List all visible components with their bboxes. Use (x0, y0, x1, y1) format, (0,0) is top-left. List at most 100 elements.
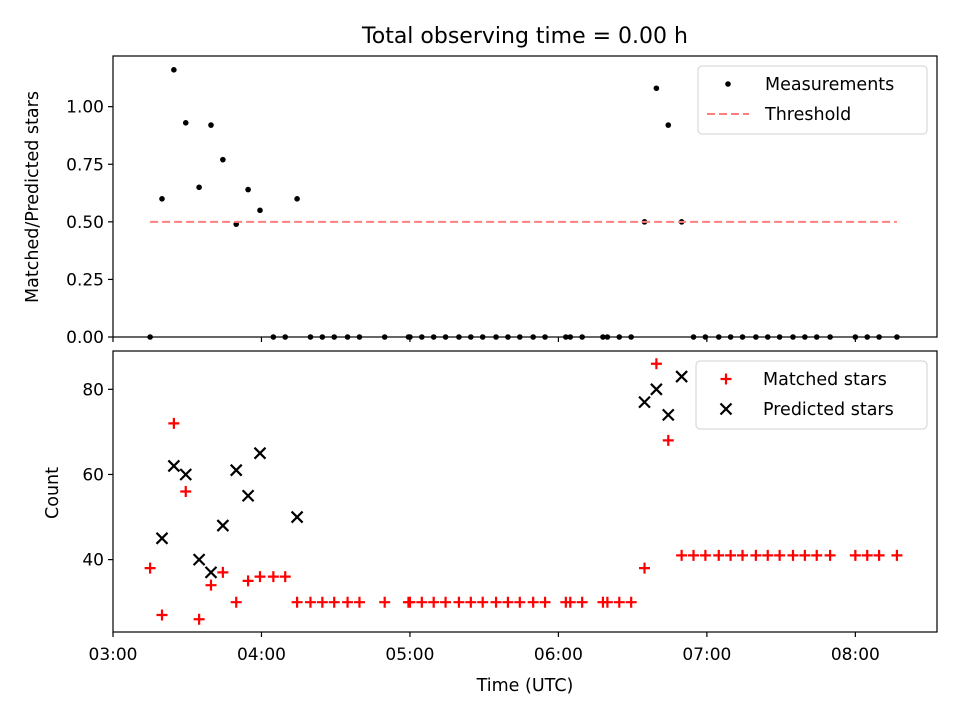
predicted-stars-point (638, 395, 651, 409)
measurement-point (653, 85, 660, 92)
x-tick-label: 08:00 (831, 645, 880, 665)
y-tick-label: 0.25 (66, 270, 104, 290)
matched-stars-point (676, 549, 688, 561)
predicted-stars-point (204, 566, 218, 579)
matched-stars-point (404, 596, 416, 608)
axes-frame (112, 55, 938, 338)
measurement-point (159, 196, 165, 202)
matched-stars-point (230, 596, 242, 608)
matched-stars-point (156, 609, 168, 621)
x-tick-label: 05:00 (385, 645, 434, 665)
top-panel-legend: Measurements Threshold (697, 65, 928, 135)
matched-stars-point (168, 417, 180, 429)
measurement-point (208, 122, 214, 128)
top-panel-axes: 0.00 0.25 0.50 0.75 1.00 (66, 55, 938, 348)
matched-stars-point (242, 575, 254, 587)
x-tick-label: 06:00 (534, 645, 583, 665)
matched-stars-point (725, 549, 737, 561)
matched-stars-point (601, 596, 613, 608)
bottom-panel-axes: 40 60 80 03:00 04:00 05:00 06:00 07:00 08:00 (82, 350, 938, 665)
y-tick-label: 60 (82, 465, 104, 485)
matched-stars-point (279, 571, 291, 583)
y-tick-label: 0.00 (66, 328, 104, 348)
matched-stars-point (342, 596, 354, 608)
measurement-point (665, 122, 672, 128)
matched-stars-point (353, 596, 365, 608)
predicted-stars-point (253, 446, 267, 460)
legend-box (695, 360, 928, 430)
measurement-point (182, 119, 189, 126)
y-tick-label: 1.00 (66, 98, 104, 118)
matched-stars-point (453, 596, 465, 608)
matched-stars-point (713, 549, 725, 561)
measurement-point (196, 184, 202, 191)
matched-stars-point (477, 596, 489, 608)
matched-stars-point (861, 549, 873, 561)
legend-marker-matched (720, 373, 732, 385)
predicted-stars-point (155, 532, 169, 545)
legend-box (697, 65, 928, 135)
matched-stars-point (502, 596, 514, 608)
chart-title: Total observing time = 0.00 h (361, 24, 688, 49)
matched-stars-point (799, 549, 811, 561)
matched-stars-point (787, 549, 799, 561)
matched-stars-point (328, 596, 340, 608)
matched-stars-point (824, 549, 836, 561)
matched-stars-point (891, 549, 903, 561)
matched-stars-point (873, 549, 885, 561)
legend-marker-predicted (719, 402, 733, 416)
predicted-stars-point (229, 463, 243, 477)
predicted-stars-point (179, 468, 193, 481)
x-tick-label: 03:00 (89, 645, 138, 665)
top-panel-y-axis-label: Matched/Predicted stars (23, 91, 43, 303)
y-tick-label: 80 (82, 380, 104, 400)
matched-stars-point (428, 596, 440, 608)
matched-stars-point (774, 549, 786, 561)
matched-stars-point (254, 571, 266, 583)
matched-stars-point (217, 566, 229, 578)
x-tick-label: 04:00 (237, 645, 286, 665)
matched-stars-point (514, 596, 526, 608)
matched-stars-point (564, 596, 576, 608)
matched-stars-point (490, 596, 502, 608)
measurement-point (171, 67, 177, 73)
matched-stars-point (650, 358, 662, 370)
matched-stars-point (267, 571, 279, 583)
legend-label: Matched stars (763, 370, 887, 390)
matched-stars-point (304, 596, 316, 608)
matched-stars-point (811, 549, 823, 561)
y-tick-label: 0.50 (66, 213, 104, 233)
measurement-point (257, 207, 263, 214)
bottom-panel-legend: Matched stars Predicted stars (695, 360, 928, 430)
legend-label: Measurements (765, 75, 894, 95)
predicted-stars-point (661, 408, 675, 422)
matched-stars-point (291, 596, 303, 608)
matched-stars-point (613, 596, 625, 608)
legend-marker-measurements (725, 81, 731, 87)
top-panel-plot-area (147, 67, 900, 340)
matched-stars-point (750, 549, 762, 561)
predicted-stars-point (167, 459, 181, 473)
bottom-panel-y-axis-label: Count (43, 467, 63, 519)
matched-stars-point (193, 613, 205, 625)
y-tick-label: 0.75 (66, 155, 104, 175)
matched-stars-point (762, 549, 774, 561)
legend-label: Threshold (764, 105, 851, 125)
measurement-point (220, 156, 226, 163)
matched-stars-point (539, 596, 551, 608)
measurement-point (245, 186, 251, 193)
matched-stars-point (625, 596, 637, 608)
matched-stars-point (316, 596, 328, 608)
matched-stars-point (576, 596, 588, 608)
matched-stars-point (737, 549, 749, 561)
matched-stars-point (379, 596, 391, 608)
matched-stars-point (639, 562, 651, 574)
measurement-point (294, 196, 300, 202)
y-tick-label: 40 (82, 551, 104, 571)
predicted-stars-point (241, 489, 255, 503)
predicted-stars-point (650, 383, 663, 396)
legend-label: Predicted stars (763, 400, 894, 420)
matched-stars-point (144, 562, 156, 574)
